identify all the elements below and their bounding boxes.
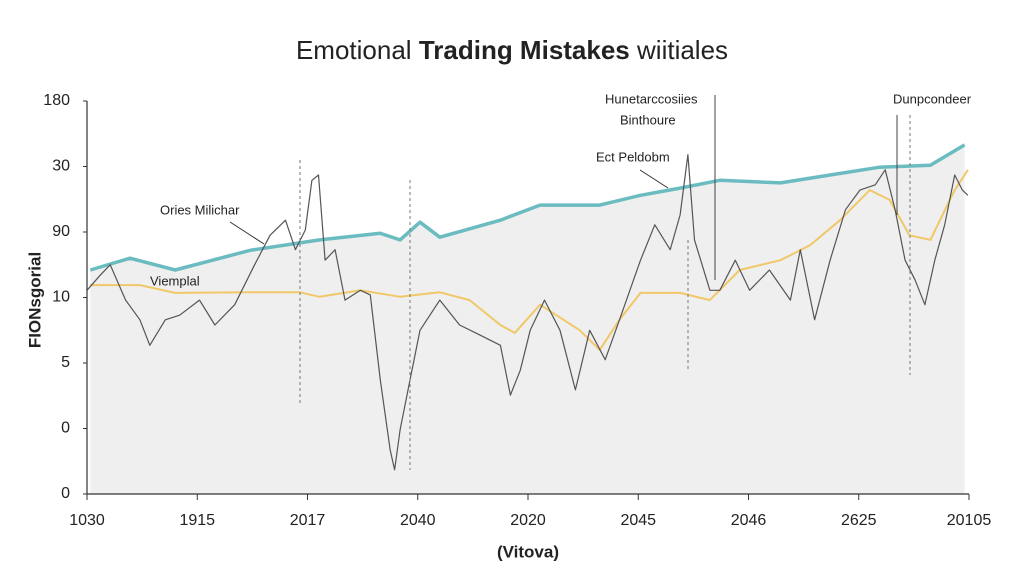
x-axis-label: (Vitova)	[497, 542, 559, 561]
plot-area: 0 0 5 10 90 30 180 1030 1915 2017 2040 2020 2045 2046…	[43, 92, 991, 529]
x-tick-label: 1915	[179, 512, 215, 529]
x-tick-label: 20105	[947, 512, 992, 529]
annotation: Dunpcondeer	[893, 91, 972, 106]
y-tick-label: 5	[61, 354, 70, 371]
x-tick-label: 2040	[400, 512, 436, 529]
title-part: Trading Mistakes	[419, 35, 630, 65]
y-tick-label: 90	[52, 223, 70, 240]
y-tick-label: 0	[61, 485, 70, 502]
x-tick-label: 1030	[69, 512, 105, 529]
title-part: Emotional	[296, 35, 412, 65]
x-tick-label: 2045	[620, 512, 656, 529]
x-tick-label: 2017	[290, 512, 326, 529]
line	[86, 154, 969, 471]
annotation: Hunetarccosiies	[605, 91, 698, 106]
y-axis-label: FIONsgorial	[25, 252, 44, 348]
chart-title: Emotional Trading Mistakes wiitiales	[296, 35, 728, 65]
x-tick-label: 2020	[510, 512, 546, 529]
y-tick-label: 0	[61, 420, 70, 437]
annotation: Ories Milichar	[160, 202, 240, 217]
x-tick-label: 2625	[841, 512, 877, 529]
annotation: Binthoure	[620, 112, 676, 127]
arrow	[229, 221, 265, 245]
line	[89, 143, 966, 272]
y-tick-label: 10	[52, 289, 70, 306]
y-tick-label: 180	[43, 92, 70, 109]
annotation: Viemplal	[150, 273, 200, 288]
x-tick-label: 2046	[731, 512, 767, 529]
arrow	[639, 169, 669, 189]
annotations: Ories Milichar Viemplal Ect Peldobm Hune…	[150, 91, 972, 470]
y-tick-label: 30	[52, 158, 70, 175]
annotation: Ect Peldobm	[596, 149, 670, 164]
title-part: wiitiales	[636, 35, 728, 65]
